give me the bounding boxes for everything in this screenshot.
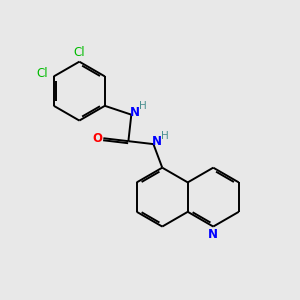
Text: Cl: Cl <box>37 67 49 80</box>
Text: N: N <box>152 135 162 148</box>
Text: Cl: Cl <box>74 46 85 59</box>
Text: O: O <box>92 132 102 145</box>
Text: H: H <box>161 131 169 141</box>
Text: N: N <box>130 106 140 119</box>
Text: H: H <box>139 101 146 111</box>
Text: N: N <box>208 228 218 241</box>
